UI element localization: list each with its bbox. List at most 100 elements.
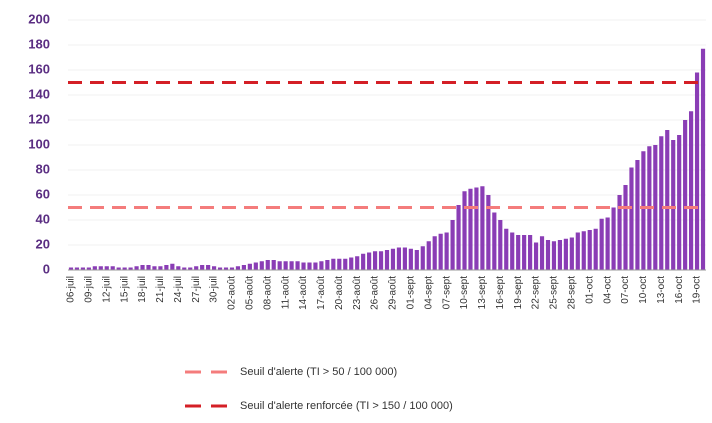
- x-tick-label: 08-août: [262, 276, 273, 310]
- bar: [528, 235, 533, 270]
- x-tick-label: 19-sept: [513, 276, 524, 310]
- bar: [241, 265, 246, 270]
- bar: [486, 195, 491, 270]
- bar: [265, 260, 270, 270]
- bar: [128, 267, 133, 270]
- bar: [331, 258, 336, 270]
- x-tick-label: 09-juil: [84, 276, 95, 303]
- x-tick-label: 16-sept: [495, 276, 506, 310]
- x-tick-label: 27-juil: [191, 276, 202, 303]
- legend-label: Seuil d'alerte renforcée (TI > 150 / 100…: [240, 400, 453, 412]
- y-tick-label: 120: [28, 111, 50, 126]
- y-tick-label: 160: [28, 61, 50, 76]
- bar: [277, 261, 282, 270]
- bar: [504, 228, 509, 270]
- bar: [104, 266, 109, 270]
- bar: [325, 260, 330, 270]
- bar: [134, 266, 139, 270]
- bar: [671, 140, 676, 270]
- legend-label: Seuil d'alerte (TI > 50 / 100 000): [240, 366, 397, 378]
- x-tick-label: 02-août: [227, 276, 238, 310]
- bar: [480, 186, 485, 270]
- bar: [635, 160, 640, 270]
- bar: [522, 235, 527, 270]
- x-tick-label: 24-juil: [173, 276, 184, 303]
- x-tick-label: 21-juil: [155, 276, 166, 303]
- x-tick-label: 25-sept: [549, 276, 560, 310]
- bar: [396, 247, 402, 270]
- bar: [659, 136, 664, 270]
- x-tick-label: 10-oct: [638, 276, 649, 304]
- bar: [498, 220, 503, 270]
- bar: [641, 151, 646, 270]
- bar: [575, 232, 580, 270]
- bar: [474, 187, 479, 270]
- bar: [80, 267, 85, 270]
- bar: [98, 266, 103, 270]
- x-tick-label: 01-oct: [584, 276, 595, 304]
- x-tick-label: 18-juil: [137, 276, 148, 303]
- bar: [194, 266, 199, 270]
- x-tick-label: 11-août: [280, 276, 291, 309]
- bar: [468, 188, 473, 270]
- y-tick-label: 20: [36, 236, 50, 251]
- x-tick-label: 29-août: [388, 276, 399, 310]
- bar: [516, 235, 521, 270]
- bar: [349, 257, 354, 270]
- bar: [122, 267, 127, 270]
- bar: [402, 247, 407, 270]
- bar: [384, 250, 390, 270]
- x-tick-label: 10-sept: [459, 276, 470, 310]
- y-tick-label: 140: [28, 86, 50, 101]
- x-tick-label: 07-oct: [620, 276, 631, 304]
- x-tick-label: 13-sept: [477, 276, 488, 310]
- x-tick-label: 19-oct: [692, 276, 703, 304]
- x-tick-label: 26-août: [370, 276, 381, 310]
- x-tick-label: 06-juil: [66, 276, 77, 303]
- bar: [533, 242, 539, 270]
- bar: [438, 233, 443, 270]
- bar: [313, 262, 318, 270]
- x-tick-label: 07-sept: [441, 276, 452, 310]
- bar: [301, 262, 306, 270]
- x-tick-label: 23-août: [352, 276, 363, 310]
- bar: [361, 253, 366, 270]
- bar: [182, 267, 187, 270]
- bar: [372, 251, 378, 270]
- y-tick-label: 80: [36, 161, 50, 176]
- bar: [378, 251, 384, 270]
- x-tick-label: 20-août: [334, 276, 345, 310]
- bar: [510, 232, 515, 270]
- bar: [188, 267, 193, 270]
- bar: [677, 135, 682, 270]
- y-tick-label: 200: [28, 11, 50, 26]
- bar: [289, 261, 294, 270]
- bar: [74, 267, 80, 270]
- x-tick-label: 15-juil: [119, 276, 130, 303]
- bar: [665, 130, 670, 270]
- bar: [700, 48, 706, 270]
- bar: [539, 236, 545, 270]
- bar: [420, 246, 425, 270]
- x-tick-label: 01-sept: [405, 276, 416, 310]
- bar: [170, 263, 175, 270]
- bar: [319, 261, 324, 270]
- x-tick-label: 04-oct: [602, 276, 613, 304]
- x-tick-label: 30-juil: [209, 276, 220, 303]
- bar: [432, 236, 437, 270]
- bar: [253, 262, 258, 270]
- bar: [689, 111, 694, 270]
- bar: [200, 265, 205, 270]
- bar: [86, 267, 91, 270]
- bar: [390, 248, 396, 270]
- bar: [271, 260, 276, 270]
- bar: [545, 240, 551, 270]
- y-tick-label: 180: [28, 36, 50, 51]
- x-tick-label: 22-sept: [531, 276, 542, 310]
- x-tick-label: 13-oct: [656, 276, 667, 304]
- x-tick-label: 12-juil: [101, 276, 112, 303]
- bar: [247, 263, 252, 270]
- bar: [426, 241, 431, 270]
- bar: [653, 145, 658, 270]
- bar: [283, 261, 288, 270]
